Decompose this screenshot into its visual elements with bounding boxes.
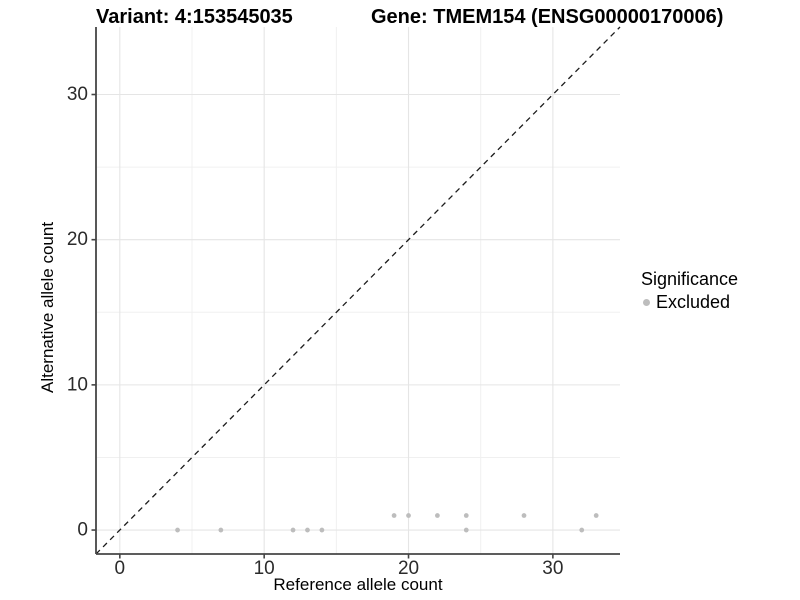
y-tick-label: 10 [67, 374, 88, 395]
y-axis-title: Alternative allele count [38, 221, 57, 393]
x-tick-label: 10 [254, 558, 275, 579]
legend-items: Excluded [641, 291, 738, 313]
y-tick-label: 30 [67, 84, 88, 105]
x-tick-label: 20 [398, 558, 419, 579]
data-point [175, 527, 180, 533]
legend-item-label: Excluded [656, 291, 731, 312]
data-point [290, 527, 296, 533]
data-point [579, 527, 585, 533]
x-tick-label: 30 [542, 558, 563, 579]
x-tick-label: 0 [115, 558, 126, 579]
identity-dashed-line [95, 26, 621, 555]
data-point [391, 513, 397, 518]
data-point [319, 527, 325, 533]
data-point [434, 513, 440, 518]
legend-title: Significance [641, 269, 739, 289]
data-point [305, 527, 310, 533]
data-point [521, 513, 527, 518]
legend-key-dot-icon [643, 298, 650, 306]
data-point [218, 527, 224, 533]
plot-title-variant: Variant: 4:153545035 [96, 6, 293, 28]
data-point [463, 513, 469, 518]
data-point [593, 513, 599, 518]
legend: Significance Excluded [641, 268, 738, 313]
data-point [463, 527, 469, 533]
y-tick-label: 0 [77, 520, 88, 541]
data-point [406, 513, 411, 518]
x-axis-title: Reference allele count [273, 575, 443, 594]
legend-item: Excluded [641, 291, 738, 313]
y-tick-label: 20 [67, 229, 88, 250]
plot-title-gene: Gene: TMEM154 (ENSG00000170006) [371, 6, 724, 28]
